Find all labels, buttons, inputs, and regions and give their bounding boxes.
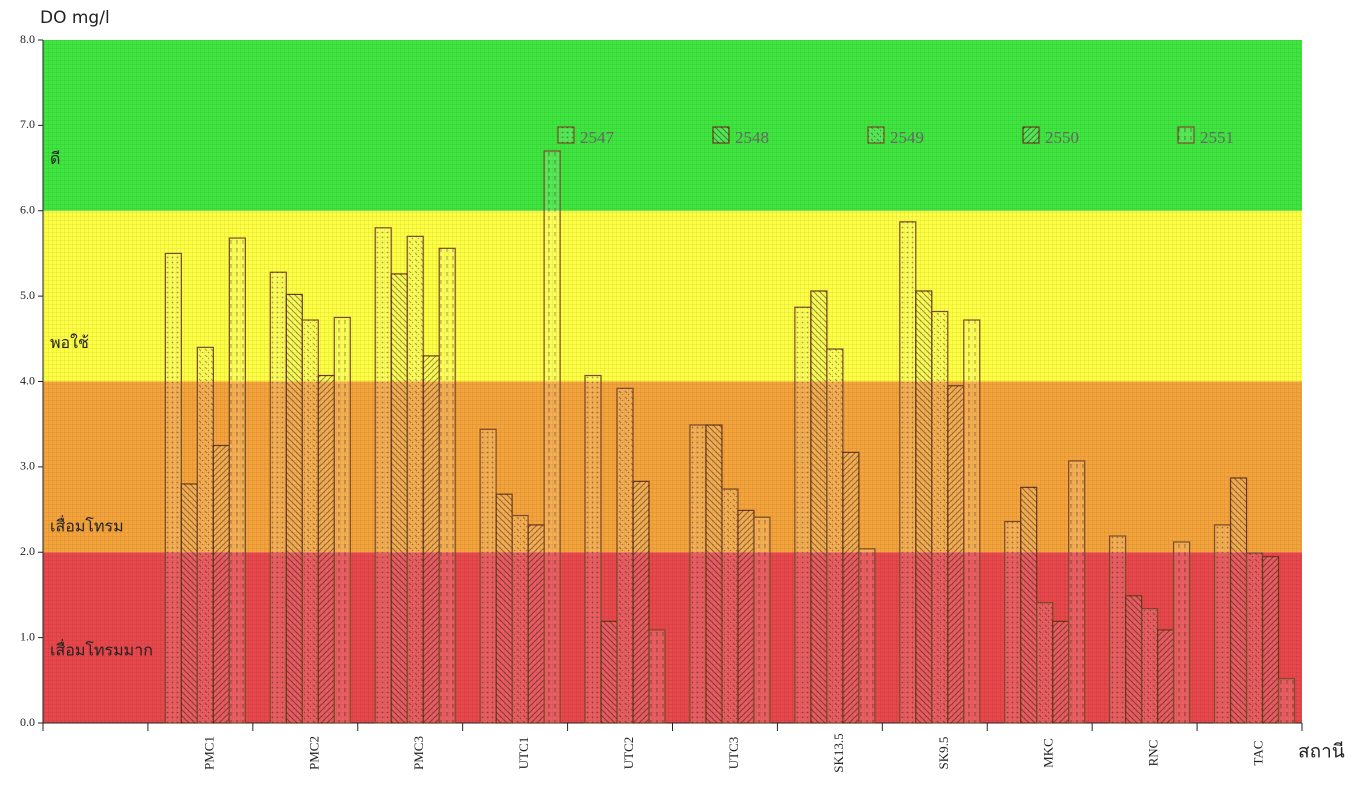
bar-pattern <box>165 253 182 723</box>
bar-pattern <box>617 388 634 723</box>
x-tick-label: UTC3 <box>726 737 741 770</box>
bar-pattern <box>633 481 650 723</box>
y-tick-label: 3.0 <box>20 459 35 473</box>
bar-pattern <box>391 273 408 723</box>
band-label: ดี <box>50 150 60 168</box>
y-tick-label: 2.0 <box>20 544 35 558</box>
bar-pattern <box>931 311 948 723</box>
y-tick-label: 6.0 <box>20 203 35 217</box>
bar-pattern <box>915 291 932 723</box>
bar-pattern <box>1004 521 1021 723</box>
bar-pattern <box>1230 477 1247 723</box>
bar-pattern <box>1173 542 1190 723</box>
bar-pattern <box>334 317 351 723</box>
y-tick-label: 0.0 <box>20 715 35 729</box>
bar-pattern <box>318 375 335 723</box>
band-mesh <box>43 40 1302 211</box>
legend-swatch-pattern <box>868 127 884 143</box>
y-tick-label: 7.0 <box>20 117 35 131</box>
bar-pattern <box>528 524 545 723</box>
x-tick-label: PMC3 <box>411 736 426 770</box>
bar-pattern <box>1157 629 1174 723</box>
bar-pattern <box>439 248 456 723</box>
legend-swatch-pattern <box>1178 127 1194 143</box>
bar-pattern <box>1246 553 1263 723</box>
y-tick-label: 4.0 <box>20 373 35 387</box>
legend-swatch-pattern <box>558 127 574 143</box>
legend-label: 2549 <box>890 128 924 147</box>
bar-pattern <box>826 349 843 723</box>
band-label: พอใช้ <box>50 333 89 352</box>
bar-pattern <box>407 236 424 724</box>
x-tick-label: PMC2 <box>306 736 321 770</box>
band-label: เสื่อมโทรมมาก <box>50 638 153 659</box>
bar-pattern <box>947 385 964 723</box>
bar-pattern <box>197 347 214 723</box>
x-tick-label: SK13.5 <box>831 733 846 772</box>
x-tick-label: UTC2 <box>621 737 636 770</box>
x-tick-label: MKC <box>1041 738 1056 768</box>
bar-pattern <box>302 320 319 723</box>
bar-pattern <box>601 621 618 723</box>
bar-pattern <box>689 425 706 723</box>
legend-swatch-pattern <box>1023 127 1039 143</box>
band-label: เสื่อมโทรม <box>50 515 124 536</box>
bar-pattern <box>496 494 513 723</box>
bar-pattern <box>270 272 287 723</box>
bar-pattern <box>1214 524 1231 723</box>
band-mesh <box>43 552 1302 723</box>
legend-label: 2550 <box>1045 128 1079 147</box>
bar-pattern <box>899 221 916 723</box>
x-tick-label: RNC <box>1146 740 1161 767</box>
bar-pattern <box>794 307 811 723</box>
x-axis-label: สถานี <box>1298 741 1345 763</box>
bar-pattern <box>512 515 529 723</box>
bar-pattern <box>1052 621 1069 723</box>
x-tick-label: TAC <box>1251 741 1266 766</box>
bar-pattern <box>1068 460 1085 723</box>
band-mesh <box>43 210 1302 382</box>
legend-swatch-pattern <box>713 127 729 143</box>
bar-pattern <box>1141 608 1158 723</box>
y-tick-label: 1.0 <box>20 629 35 643</box>
bar-pattern <box>753 517 770 723</box>
bar-pattern <box>1036 602 1053 723</box>
bar-pattern <box>375 227 392 723</box>
bar-pattern <box>705 425 722 723</box>
bar-pattern <box>858 548 875 723</box>
bar-pattern <box>181 483 198 723</box>
bar-pattern <box>286 294 303 723</box>
bar-pattern <box>737 510 754 723</box>
y-axis-label: DO mg/l <box>40 8 110 28</box>
bar-pattern <box>721 489 738 723</box>
bar-pattern <box>649 629 666 723</box>
bar-pattern <box>423 355 440 723</box>
bar-pattern <box>963 320 980 723</box>
bar-pattern <box>1262 556 1279 723</box>
bar-pattern <box>810 291 827 723</box>
legend-label: 2547 <box>580 128 615 147</box>
bar-pattern <box>1109 536 1126 723</box>
bar-pattern <box>1125 595 1142 723</box>
legend-label: 2548 <box>735 128 769 147</box>
bar-pattern <box>544 150 561 724</box>
bar-pattern <box>1278 678 1295 723</box>
bar-pattern <box>585 375 602 723</box>
legend-label: 2551 <box>1200 128 1234 147</box>
x-tick-label: UTC1 <box>516 737 531 770</box>
bar-pattern <box>842 452 859 723</box>
band-mesh <box>43 381 1302 553</box>
bar-pattern <box>229 238 246 723</box>
x-tick-label: PMC1 <box>201 736 216 770</box>
bar-pattern <box>480 429 497 723</box>
x-tick-label: SK9.5 <box>936 737 951 770</box>
y-tick-label: 8.0 <box>20 32 35 46</box>
y-tick-label: 5.0 <box>20 288 35 302</box>
bar-pattern <box>1020 487 1037 723</box>
bar-pattern <box>213 445 230 723</box>
